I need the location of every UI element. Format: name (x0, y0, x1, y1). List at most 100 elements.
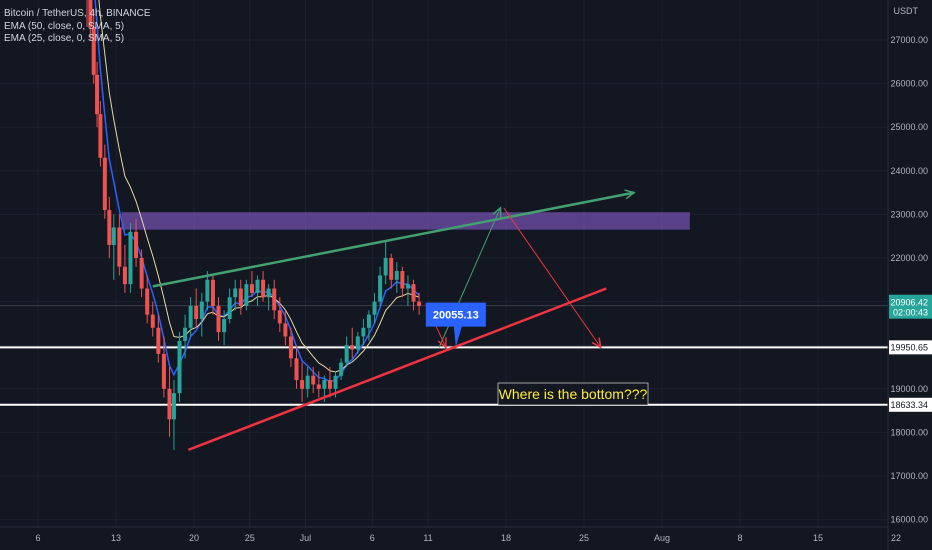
candle-body (378, 275, 383, 302)
candle-body (266, 288, 271, 298)
green-path-arrowhead (492, 206, 502, 218)
candle-body (88, 0, 93, 27)
candle-body (316, 384, 321, 389)
time-tick-label: 6 (370, 533, 375, 543)
candle-body (288, 336, 293, 359)
candle-body (95, 74, 100, 115)
candle-body (366, 314, 371, 328)
time-tick-label: 6 (35, 533, 40, 543)
candle-body (171, 393, 176, 420)
price-tick-label: 24000.00 (890, 166, 928, 176)
candle-body (156, 327, 161, 354)
candle-body (277, 310, 282, 324)
time-tick-label: 8 (737, 533, 742, 543)
candle-body (405, 284, 410, 289)
note-box (497, 382, 649, 406)
candle-body (350, 345, 355, 350)
price-axis[interactable]: 16000.0017000.0018000.0019000.0020000.00… (887, 0, 932, 550)
candle-body (128, 231, 133, 285)
candle-body (389, 258, 394, 280)
ema-25-label[interactable]: EMA (25, close, 0, SMA, 5) (4, 33, 125, 44)
level-price-tag (889, 397, 932, 412)
time-tick-label: 20 (189, 533, 199, 543)
candle-body (249, 284, 254, 293)
candle-body (372, 301, 377, 315)
candle-body (238, 288, 243, 306)
time-tick-label: 11 (423, 533, 432, 543)
candle-body (394, 271, 399, 280)
price-tick-label: 25000.00 (890, 122, 928, 132)
time-tick-label: 15 (813, 533, 823, 543)
candle-body (355, 336, 360, 350)
ema-50-label[interactable]: EMA (50, close, 0, SMA, 5) (4, 20, 125, 32)
candle-body (194, 305, 199, 320)
candle-body (205, 279, 210, 302)
red-lower-trendline[interactable] (187, 287, 607, 452)
green-upper-trendline[interactable] (152, 191, 635, 288)
time-tick-label: 18 (501, 533, 511, 543)
time-tick-label: 13 (111, 533, 121, 543)
time-tick-label: Jul (300, 533, 312, 543)
red-path-arrowhead (591, 337, 602, 349)
candle-body (222, 319, 227, 333)
candle-body (216, 305, 221, 333)
candle-body (400, 271, 405, 289)
level-price-tag (889, 340, 932, 355)
candle-body (333, 375, 338, 389)
price-axis-background (888, 0, 932, 550)
price-tick-label: 16000.00 (890, 515, 928, 525)
candle-body (322, 380, 327, 389)
callout-layer: 20055.13 (425, 302, 486, 347)
price-callout-label: 20055.13 (433, 310, 479, 322)
symbol-title[interactable]: Bitcoin / TetherUS, 4h, BINANCE (4, 8, 151, 19)
currency-label: USDT (893, 6, 919, 16)
price-tick-label: 18000.00 (890, 427, 928, 437)
candle-body (417, 301, 422, 306)
price-tick-label: 19000.00 (890, 384, 928, 394)
candle-body (161, 353, 166, 389)
candle-body (122, 266, 127, 285)
candle-body (327, 380, 332, 389)
level-price-tag-label: 18633.34 (890, 400, 928, 410)
time-axis[interactable]: 6 13 20 25 Jul 6 11 18 25 Aug 8 15 22 (0, 526, 901, 543)
candle-body (150, 314, 155, 328)
red-drop-arrowhead (437, 337, 447, 349)
time-tick-label: 25 (579, 533, 589, 543)
candle-body (261, 279, 266, 298)
time-tick-label: Aug (654, 533, 670, 543)
red-path-arrow[interactable] (503, 207, 602, 348)
candle-body (188, 305, 193, 328)
price-tick-label: 22000.00 (890, 253, 928, 263)
price-tick-label: 23000.00 (890, 209, 928, 219)
candle-body (107, 210, 112, 245)
candle-body (199, 301, 204, 320)
candle-body (139, 258, 144, 289)
candle-body (210, 279, 215, 306)
resistance-zone[interactable] (121, 212, 690, 230)
price-callout-bubble (425, 302, 486, 347)
price-tick-label: 27000.00 (890, 35, 928, 45)
candle-body (117, 227, 122, 267)
candle-body (272, 288, 277, 311)
candles-layer (86, 0, 422, 450)
time-tick-label: 25 (245, 533, 255, 543)
candle-body (283, 323, 288, 337)
candle-body (255, 279, 260, 293)
candle-body (300, 380, 305, 389)
candle-body (294, 358, 299, 381)
candle-body (227, 297, 232, 320)
current-price-tag (889, 294, 932, 319)
candle-body (98, 114, 103, 158)
countdown-label: 02:00:43 (893, 308, 928, 318)
green-trendline-arrowhead (624, 189, 636, 200)
time-tick-label: 22 (891, 533, 901, 543)
note-text: Where is the bottom??? (499, 386, 648, 402)
candle-body (111, 227, 116, 245)
candle-body (91, 26, 96, 75)
price-tick-label: 26000.00 (890, 79, 928, 89)
candle-body (177, 340, 182, 394)
candle-body (233, 288, 238, 298)
